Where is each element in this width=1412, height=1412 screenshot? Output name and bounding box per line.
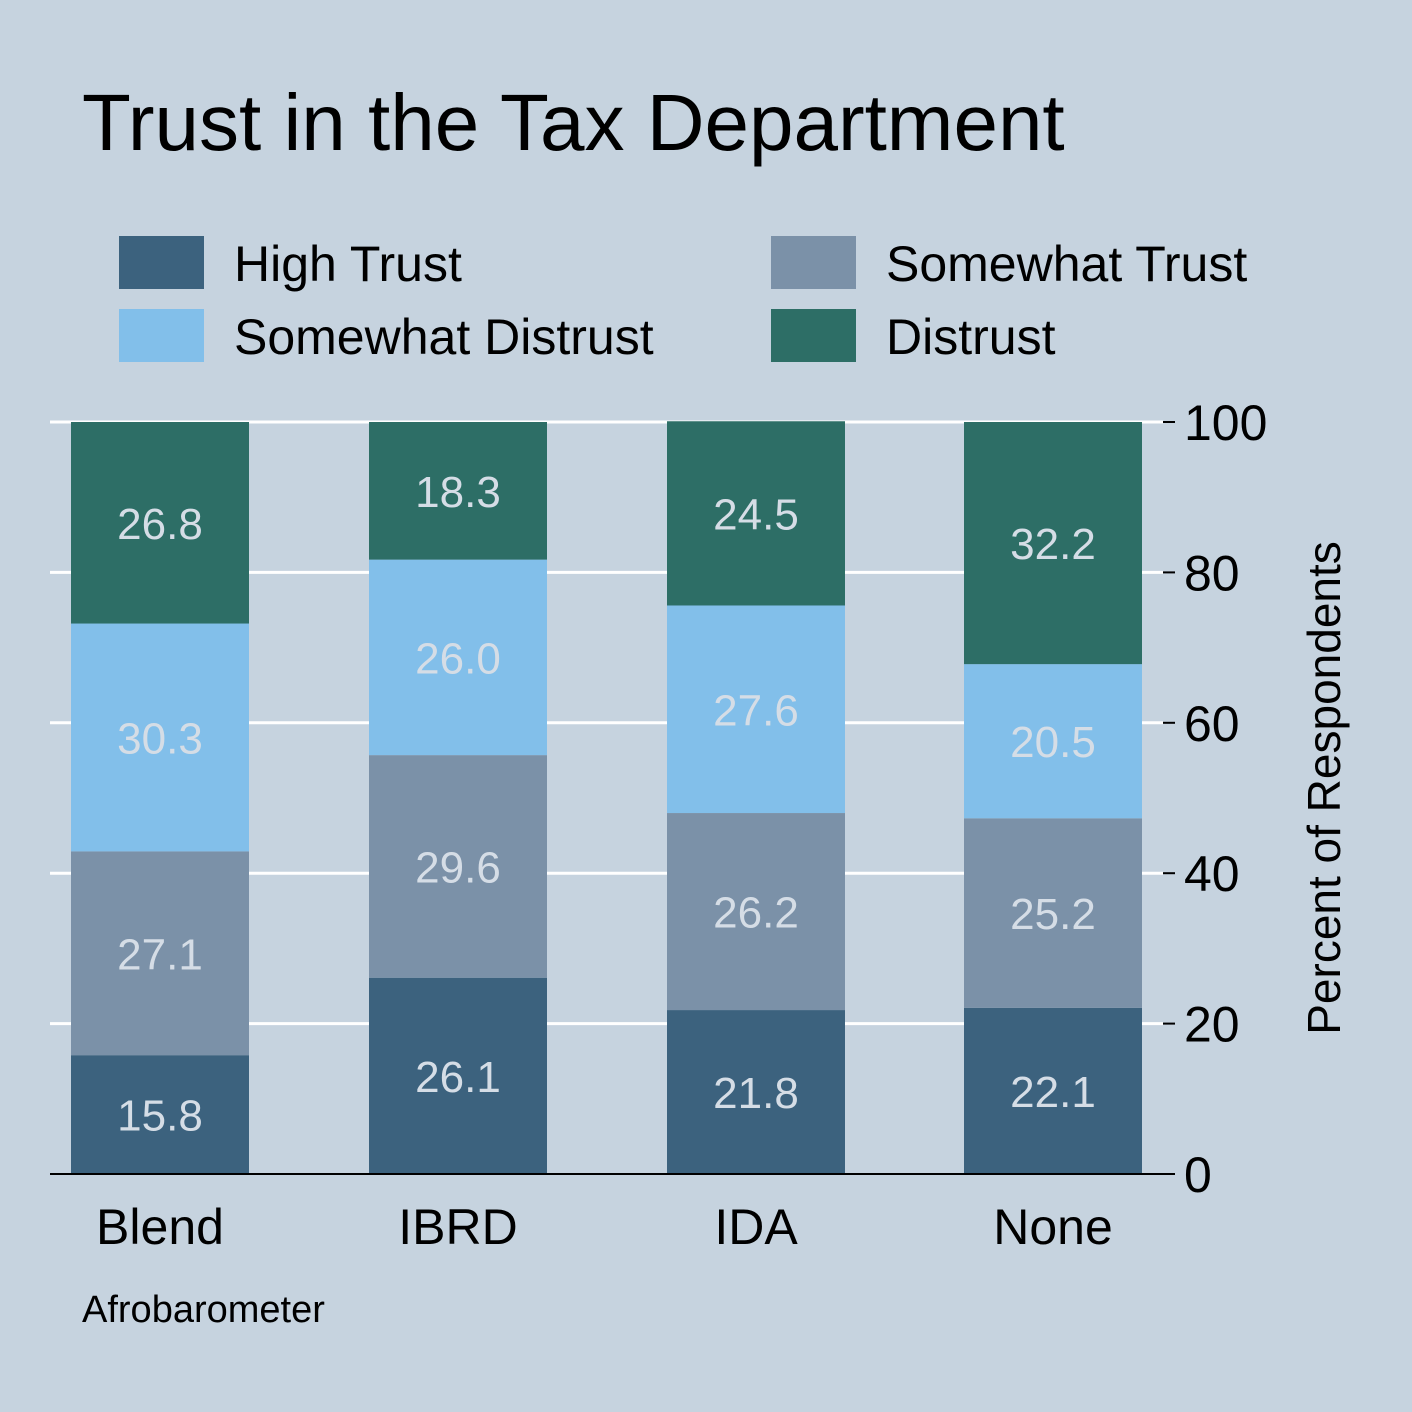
bar-segment xyxy=(964,422,1142,665)
y-axis-ticks: 0 20 40 60 80 100 xyxy=(1163,395,1267,1203)
y-tick-label: 60 xyxy=(1184,696,1240,752)
chart-title: Trust in the Tax Department xyxy=(82,78,1065,167)
x-tick-label: IBRD xyxy=(398,1199,517,1255)
legend-swatch xyxy=(771,236,856,289)
legend-label: Distrust xyxy=(886,309,1056,365)
data-label: 27.1 xyxy=(117,930,203,979)
data-label: 25.2 xyxy=(1010,890,1096,939)
y-tick-label: 20 xyxy=(1184,997,1240,1053)
bar-segment xyxy=(369,977,547,1174)
bar-segment xyxy=(964,664,1142,819)
x-tick-label: IDA xyxy=(714,1199,798,1255)
legend-swatch xyxy=(119,309,204,362)
data-label: 22.1 xyxy=(1010,1068,1096,1117)
legend-label: Somewhat Distrust xyxy=(234,309,654,365)
data-label: 29.6 xyxy=(415,843,501,892)
bar-segment xyxy=(369,755,547,978)
data-label: 30.3 xyxy=(117,714,203,763)
y-axis-title: Percent of Respondents xyxy=(1298,541,1350,1035)
data-label: 26.2 xyxy=(713,889,799,938)
y-tick-label: 80 xyxy=(1184,545,1240,601)
data-label: 26.8 xyxy=(117,500,203,549)
x-axis-labels: Blend IBRD IDA None xyxy=(96,1199,1113,1255)
data-label: 15.8 xyxy=(117,1092,203,1141)
bar-segment xyxy=(71,623,249,852)
bar-segment xyxy=(667,813,845,1011)
bar-segment xyxy=(667,421,845,606)
data-label: 18.3 xyxy=(415,468,501,517)
data-label: 26.1 xyxy=(415,1053,501,1102)
legend: High Trust Somewhat Trust Somewhat Distrus… xyxy=(119,236,1247,365)
bar-segment xyxy=(71,1055,249,1174)
y-tick-label: 0 xyxy=(1184,1147,1212,1203)
bars: 15.8 27.1 30.3 26.8 26.1 29.6 26.0 18.3 21.8 26.2… xyxy=(71,421,1142,1174)
bar-segment xyxy=(369,422,547,560)
bar-segment xyxy=(369,559,547,756)
legend-swatch xyxy=(119,236,204,289)
data-label: 26.0 xyxy=(415,634,501,683)
data-label: 20.5 xyxy=(1010,718,1096,767)
data-label: 32.2 xyxy=(1010,520,1096,569)
bar-segment xyxy=(71,422,249,624)
legend-label: High Trust xyxy=(234,236,462,292)
data-label: 24.5 xyxy=(713,490,799,539)
bar-segment xyxy=(964,818,1142,1008)
bar-segment xyxy=(964,1007,1142,1174)
y-tick-label: 100 xyxy=(1184,395,1267,451)
source-caption: Afrobarometer xyxy=(82,1289,325,1331)
bar-segment xyxy=(71,851,249,1056)
x-tick-label: Blend xyxy=(96,1199,224,1255)
bar-segment xyxy=(667,1010,845,1174)
x-tick-label: None xyxy=(993,1199,1113,1255)
bar-segment xyxy=(667,605,845,814)
legend-label: Somewhat Trust xyxy=(886,236,1247,292)
legend-swatch xyxy=(771,309,856,362)
data-label: 21.8 xyxy=(713,1069,799,1118)
y-tick-label: 40 xyxy=(1184,846,1240,902)
data-label: 27.6 xyxy=(713,686,799,735)
